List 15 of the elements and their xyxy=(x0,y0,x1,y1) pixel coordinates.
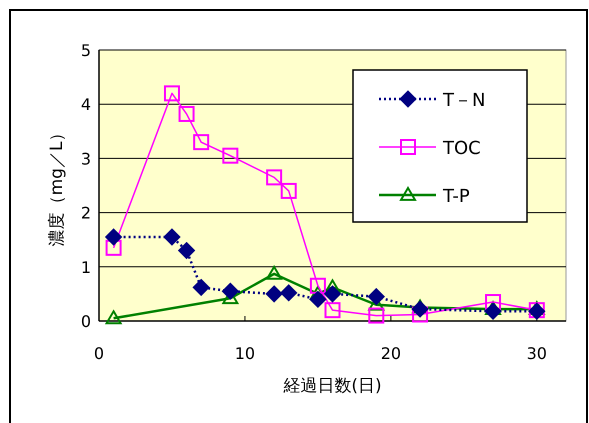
x-tick-label: 30 xyxy=(526,344,547,363)
x-tick-label: 0 xyxy=(94,344,104,363)
y-tick-label: 0 xyxy=(80,312,91,331)
x-axis-title: 経過日数(日) xyxy=(282,376,382,396)
y-tick-label: 5 xyxy=(80,41,91,60)
legend-label: TOC xyxy=(442,138,481,159)
y-tick-label: 1 xyxy=(80,258,91,277)
x-tick-label: 10 xyxy=(234,344,256,363)
legend-label: T－N xyxy=(442,90,486,111)
y-tick-label: 3 xyxy=(80,149,91,168)
x-tick-label: 20 xyxy=(380,344,402,363)
y-tick-label: 4 xyxy=(80,95,91,114)
y-axis-title: 濃度（mg／L） xyxy=(47,124,67,246)
legend-label: T-P xyxy=(442,186,470,207)
y-tick-label: 2 xyxy=(80,204,91,223)
